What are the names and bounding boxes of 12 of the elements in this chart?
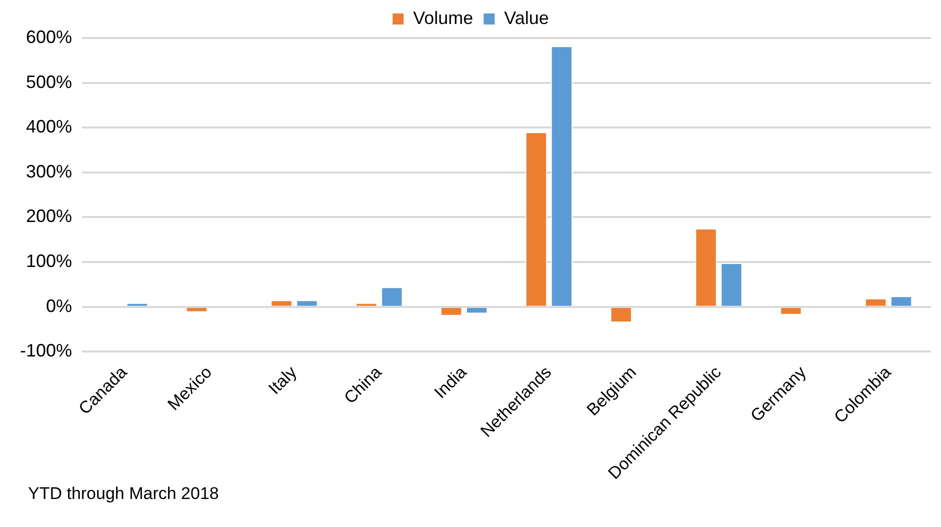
y-tick-label: -100% — [20, 340, 72, 361]
y-tick-label: 100% — [26, 251, 72, 272]
y-tick-label: 0% — [46, 296, 72, 316]
y-tick-label: 600% — [26, 26, 72, 47]
y-tick-label: 400% — [26, 116, 72, 137]
y-tick-label: 500% — [26, 72, 72, 92]
y-tick-label: 200% — [26, 206, 72, 226]
x-tick-label: Italy — [264, 362, 301, 398]
text: YTD through March 2018 — [28, 484, 219, 504]
y-tick-label: 300% — [26, 161, 72, 182]
legend-label: Value — [504, 8, 549, 28]
legend-label: Volume — [413, 8, 474, 28]
